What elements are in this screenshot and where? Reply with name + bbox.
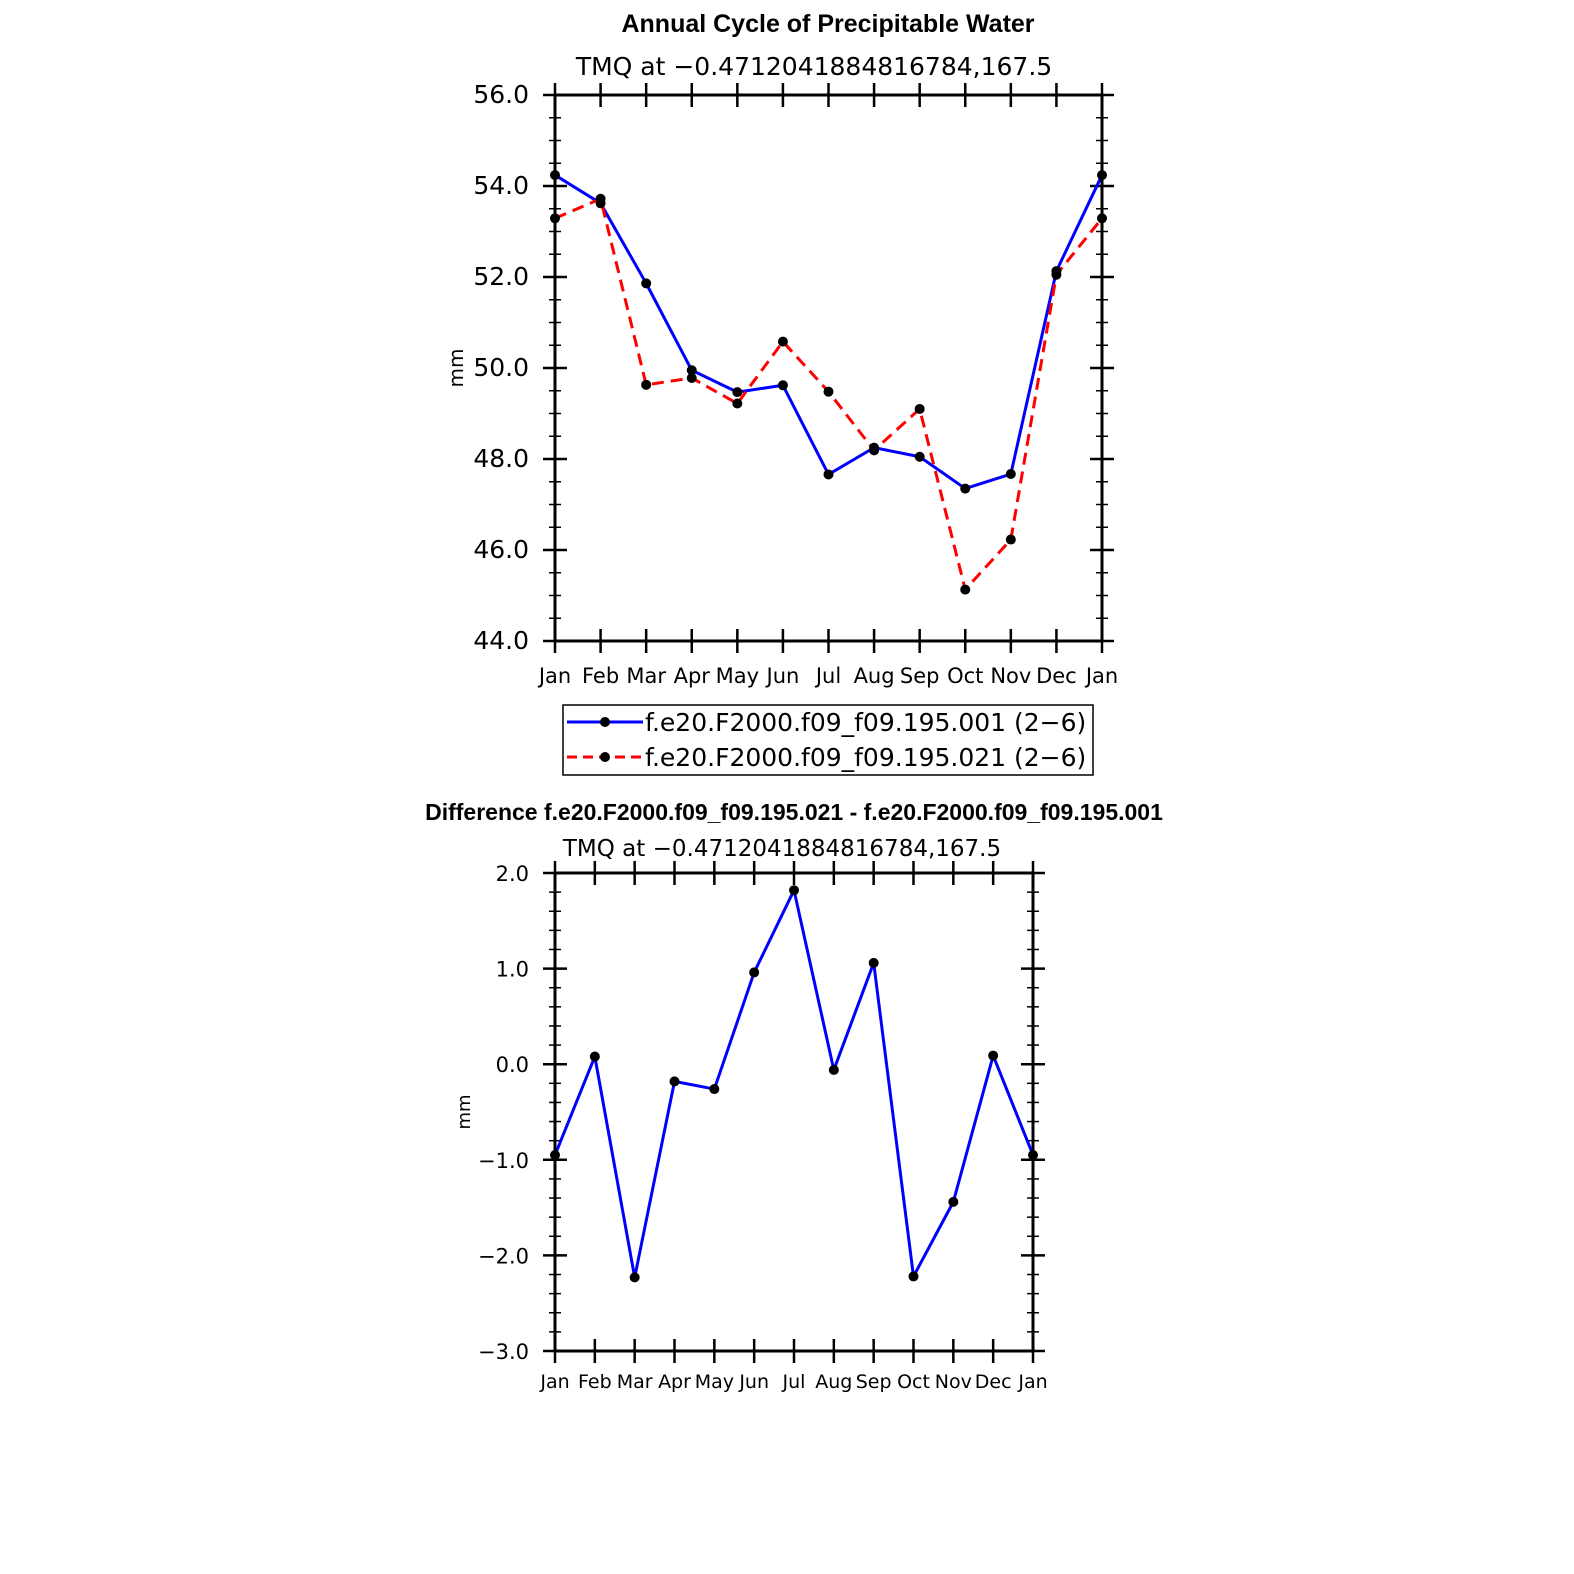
data-point-series1: [948, 1196, 959, 1207]
chart1-tick-marks: [543, 83, 1114, 653]
chart2-title: Difference f.e20.F2000.f09_f09.195.021 -…: [425, 799, 1163, 825]
legend-marker-series1: [600, 717, 610, 727]
x-tick-label: Oct: [947, 664, 983, 688]
x-tick-label: Mar: [626, 664, 666, 688]
chart1-legend: f.e20.F2000.f09_f09.195.001 (2−6) f.e20.…: [562, 704, 1094, 776]
x-tick-label: Jul: [814, 664, 841, 688]
data-point-series2: [595, 193, 606, 204]
y-tick-label: −3.0: [478, 1340, 529, 1364]
chart2-plot-frame: [553, 871, 1035, 1353]
x-tick-label: Jun: [765, 664, 800, 688]
chart1-y-tick-labels: 44.0 46.0 48.0 50.0 52.0 54.0 56.0: [473, 80, 529, 655]
data-point-series1: [709, 1084, 720, 1095]
difference-chart: Difference f.e20.F2000.f09_f09.195.021 -…: [425, 799, 1163, 1393]
data-point-series1: [749, 967, 760, 978]
series-line-1: [553, 888, 1035, 1279]
data-point-series1: [868, 957, 879, 968]
data-point-series1: [669, 1076, 680, 1087]
chart1-title: Annual Cycle of Precipitable Water: [621, 10, 1034, 38]
x-tick-label: Jan: [1017, 1371, 1047, 1393]
chart2-y-tick-labels: −3.0 −2.0 −1.0 0.0 1.0 2.0: [478, 862, 529, 1364]
x-tick-label: Dec: [1036, 664, 1077, 688]
data-point-series2: [641, 379, 652, 390]
y-tick-label: 0.0: [496, 1053, 529, 1077]
data-point-series1: [641, 278, 652, 289]
data-point-series1: [1005, 469, 1016, 480]
chart1-plot-frame: [553, 93, 1104, 643]
data-point-series1: [914, 451, 925, 462]
data-point-series1: [823, 469, 834, 480]
x-tick-label: May: [695, 1371, 734, 1393]
data-point-series1: [686, 365, 697, 376]
x-tick-label: Nov: [990, 664, 1031, 688]
y-tick-label: 1.0: [496, 958, 529, 982]
x-tick-label: Sep: [900, 664, 940, 688]
y-tick-label: 46.0: [473, 535, 529, 564]
chart2-subtitle: TMQ at −0.4712041884816784,167.5: [562, 836, 1001, 862]
data-point-series1: [732, 387, 743, 398]
chart1-y-axis-title: mm: [444, 349, 468, 388]
data-point-series2: [686, 373, 697, 384]
y-tick-label: 56.0: [473, 80, 529, 109]
x-tick-label: Nov: [935, 1371, 972, 1393]
data-point-series1: [908, 1271, 919, 1282]
chart2-x-tick-labels: Jan Feb Mar Apr May Jun Jul Aug Sep Oct Nov Dec Jan: [539, 1371, 1047, 1393]
x-tick-label: Oct: [897, 1371, 930, 1393]
x-tick-label: Jun: [738, 1371, 769, 1393]
x-tick-label: Aug: [815, 1371, 852, 1393]
data-point-series2: [1051, 269, 1062, 280]
y-tick-label: 44.0: [473, 626, 529, 655]
y-tick-label: −1.0: [478, 1149, 529, 1173]
chart1-series-group: [550, 170, 1107, 595]
data-point-series1: [589, 1051, 600, 1062]
data-point-series1: [629, 1272, 640, 1283]
data-point-series2: [1005, 534, 1016, 545]
x-tick-label: Jan: [1084, 664, 1118, 688]
x-tick-label: May: [716, 664, 759, 688]
x-tick-label: Aug: [854, 664, 895, 688]
x-tick-label: Jan: [537, 664, 571, 688]
x-tick-label: Feb: [582, 664, 619, 688]
data-point-series1: [789, 885, 799, 896]
data-point-series2: [960, 584, 971, 595]
x-tick-label: Sep: [856, 1371, 892, 1393]
x-tick-label: Jul: [782, 1371, 806, 1393]
data-point-series1: [828, 1064, 839, 1075]
chart1-x-tick-labels: Jan Feb Mar Apr May Jun Jul Aug Sep Oct Nov Dec Jan: [537, 664, 1118, 688]
series-line-1: [554, 173, 1104, 491]
y-tick-label: 2.0: [496, 862, 529, 886]
data-point-series2: [869, 445, 880, 456]
data-point-series1: [777, 380, 788, 391]
data-point-series2: [732, 398, 743, 409]
legend-label-series1: f.e20.F2000.f09_f09.195.001 (2−6): [645, 708, 1086, 737]
annual-cycle-chart: Annual Cycle of Precipitable Water TMQ a…: [444, 10, 1118, 776]
y-tick-label: 52.0: [473, 262, 529, 291]
x-tick-label: Mar: [617, 1371, 653, 1393]
x-tick-label: Apr: [658, 1371, 691, 1393]
chart2-tick-marks: [543, 861, 1045, 1363]
chart2-y-axis-title: mm: [454, 1094, 475, 1129]
data-point-series2: [777, 336, 788, 347]
chart2-series-group: [550, 885, 1038, 1283]
x-tick-label: Dec: [975, 1371, 1012, 1393]
data-point-series2: [914, 403, 925, 414]
data-point-series1: [960, 483, 971, 494]
chart1-subtitle: TMQ at −0.4712041884816784,167.5: [575, 52, 1052, 81]
y-tick-label: −2.0: [478, 1244, 529, 1268]
legend-label-series2: f.e20.F2000.f09_f09.195.021 (2−6): [645, 743, 1086, 772]
legend-marker-series2: [600, 752, 610, 762]
x-tick-label: Feb: [578, 1371, 612, 1393]
legend-box: [562, 704, 1094, 776]
data-point-series2: [823, 386, 834, 397]
y-tick-label: 50.0: [473, 353, 529, 382]
x-tick-label: Apr: [674, 664, 711, 688]
x-tick-label: Jan: [539, 1371, 569, 1393]
y-tick-label: 54.0: [473, 171, 529, 200]
y-tick-label: 48.0: [473, 444, 529, 473]
data-point-series1: [988, 1050, 999, 1061]
